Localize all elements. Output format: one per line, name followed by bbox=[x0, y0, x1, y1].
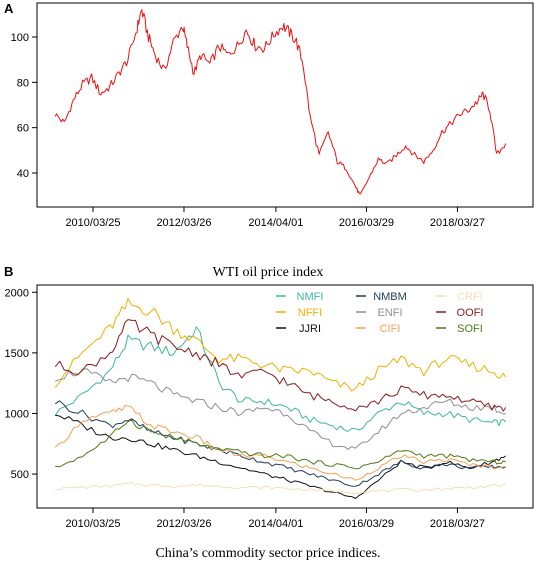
plot-frame bbox=[36, 2, 534, 208]
y-tick-label: 1500 bbox=[5, 348, 29, 360]
series-line-crfi bbox=[55, 482, 506, 494]
y-tick-label: 1000 bbox=[5, 408, 29, 420]
commodity-sector-indices-chart: 2010/03/25 2012/03/26 2014/04/01 2016/03/29… bbox=[5, 284, 534, 530]
legend-label-oofi: OOFI bbox=[457, 307, 484, 319]
series-line-jjri bbox=[55, 414, 506, 499]
plot-frame bbox=[36, 284, 534, 509]
series-line-oofi bbox=[54, 319, 507, 412]
y-tick-label: 2000 bbox=[5, 287, 29, 299]
legend-label-nffi: NFFI bbox=[298, 307, 322, 319]
x-tick-label: 2016/03/29 bbox=[339, 518, 394, 530]
series-line bbox=[54, 9, 507, 195]
x-tick-label: 2014/04/01 bbox=[248, 518, 303, 530]
panel-b-caption: China’s commodity sector price indices. bbox=[155, 546, 380, 561]
x-tick-label: 2010/03/25 bbox=[65, 217, 120, 229]
series-line-nmfi bbox=[54, 326, 507, 432]
y-tick-label: 80 bbox=[17, 77, 29, 89]
panel-a-caption: WTI oil price index bbox=[213, 265, 324, 280]
legend-label-enfi: ENFI bbox=[377, 307, 402, 319]
series-line-nffi bbox=[54, 298, 507, 392]
y-tick-label: 40 bbox=[17, 168, 29, 180]
x-tick-label: 2010/03/25 bbox=[65, 518, 120, 530]
series-line-sofi bbox=[55, 419, 506, 470]
panel-a-letter: A bbox=[4, 1, 14, 16]
x-tick-label: 2018/03/27 bbox=[430, 518, 485, 530]
legend-label-crfi: CRFI bbox=[457, 291, 483, 303]
x-tick-label: 2012/03/26 bbox=[156, 518, 211, 530]
y-tick-label: 500 bbox=[11, 469, 29, 481]
panel-b-letter: B bbox=[4, 264, 13, 279]
y-tick-label: 60 bbox=[17, 123, 29, 135]
series-line-cifi bbox=[54, 405, 506, 481]
x-tick-label: 2018/03/27 bbox=[430, 217, 485, 229]
legend-label-cifi: CIFI bbox=[380, 323, 401, 335]
legend-label-nmfi: NMFI bbox=[297, 291, 324, 303]
legend-label-nmbm: NMBM bbox=[373, 291, 407, 303]
legend-label-sofi: SOFI bbox=[457, 323, 483, 335]
wti-oil-price-chart: 2010/03/25 2012/03/26 2014/04/01 2016/03/29… bbox=[11, 2, 534, 229]
series-line-enfi bbox=[55, 368, 506, 450]
legend-label-jjri: JJRI bbox=[299, 323, 321, 335]
y-tick-label: 100 bbox=[11, 32, 29, 44]
x-tick-label: 2014/04/01 bbox=[248, 217, 303, 229]
x-tick-label: 2016/03/29 bbox=[339, 217, 394, 229]
series-line-nmbm bbox=[54, 400, 506, 487]
x-tick-label: 2012/03/26 bbox=[156, 217, 211, 229]
